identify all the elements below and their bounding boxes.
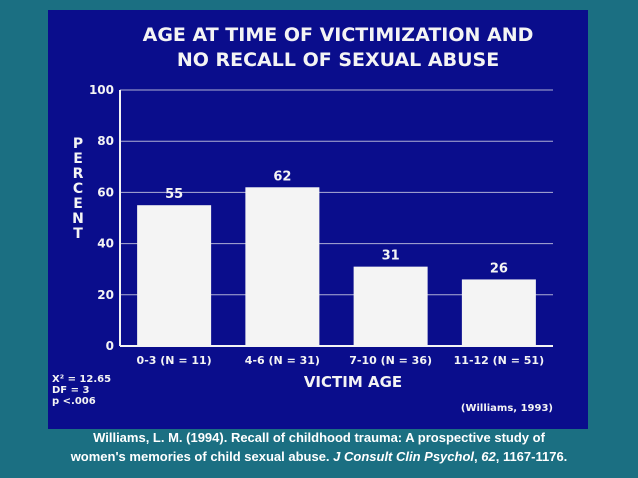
bar-chart: AGE AT TIME OF VICTIMIZATION AND NO RECA…: [52, 24, 553, 414]
bar-3: [461, 279, 536, 346]
bar-value-label-3: 26: [490, 261, 508, 276]
category-labels: 0-3 (N = 11) 4-6 (N = 31) 7-10 (N = 36) 11-…: [137, 354, 545, 367]
y-tick-60: 60: [97, 185, 114, 199]
bar-value-labels: 55 62 31 26: [165, 169, 508, 276]
y-axis-label-letter-4: E: [73, 196, 83, 212]
y-tick-100: 100: [89, 83, 114, 97]
slide-panel: AGE AT TIME OF VICTIMIZATION AND NO RECA…: [48, 10, 588, 429]
citation-comma: ,: [474, 449, 482, 464]
citation-pages: , 1167-1176.: [495, 449, 568, 464]
y-axis-label-letter-0: P: [73, 136, 83, 152]
citation-volume: 62: [481, 449, 496, 464]
category-label-3: 11-12 (N = 51): [454, 354, 544, 367]
y-tick-40: 40: [97, 237, 114, 251]
citation-line-2: women's memories of child sexual abuse. …: [0, 447, 638, 466]
stat-line-1: DF = 3: [52, 385, 89, 396]
y-tick-labels: 0 20 40 60 80 100: [89, 83, 114, 353]
y-tick-20: 20: [97, 288, 114, 302]
stat-line-2: p <.006: [52, 396, 96, 407]
citation-line-1: Williams, L. M. (1994). Recall of childh…: [93, 430, 545, 445]
category-label-1: 4-6 (N = 31): [245, 354, 320, 367]
stat-line-0: X² = 12.65: [52, 374, 111, 385]
citation-journal: J Consult Clin Psychol: [333, 449, 475, 464]
y-tick-0: 0: [106, 339, 114, 353]
y-axis-label-letter-6: T: [73, 226, 83, 242]
bar-value-label-1: 62: [273, 169, 291, 184]
y-axis-label-letter-3: C: [73, 181, 83, 197]
citation: Williams, L. M. (1994). Recall of childh…: [0, 428, 638, 466]
bar-value-label-0: 55: [165, 187, 183, 202]
x-axis-label: VICTIM AGE: [304, 373, 402, 391]
y-axis-label-letter-5: N: [72, 211, 84, 227]
citation-title-end: women's memories of child sexual abuse.: [70, 449, 334, 464]
y-axis-label-letter-1: E: [73, 151, 83, 167]
chart-title-line-2: NO RECALL OF SEXUAL ABUSE: [177, 49, 499, 71]
chart-title-line-1: AGE AT TIME OF VICTIMIZATION AND: [143, 24, 534, 46]
bar-1: [245, 187, 320, 346]
y-axis-label-letter-2: R: [73, 166, 84, 182]
y-tick-80: 80: [97, 134, 114, 148]
bar-value-label-2: 31: [382, 249, 400, 264]
bars: [137, 187, 536, 346]
category-label-0: 0-3 (N = 11): [137, 354, 212, 367]
category-label-2: 7-10 (N = 36): [349, 354, 432, 367]
source-note: (Williams, 1993): [461, 403, 553, 414]
bar-0: [137, 205, 212, 346]
bar-2: [353, 266, 428, 346]
